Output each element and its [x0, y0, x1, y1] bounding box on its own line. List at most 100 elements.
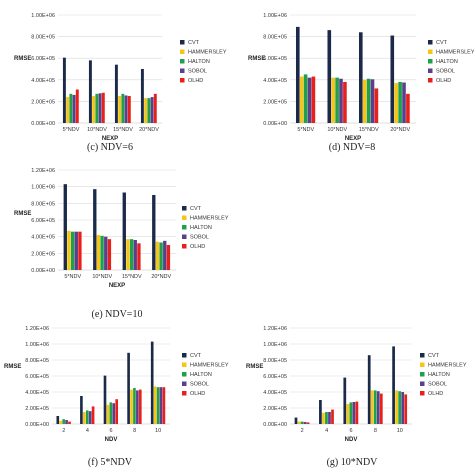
- bar-sobol-0: [65, 420, 68, 424]
- bar-olhd-0: [311, 76, 316, 123]
- bar-sobol-3: [150, 97, 154, 123]
- bar-olhd-2: [355, 401, 359, 424]
- bar-hammersley-0: [66, 97, 70, 123]
- bar-hammersley-4: [153, 386, 157, 424]
- legend-entry: OLHD: [190, 244, 205, 250]
- y-tick-label: 8.00E+05: [31, 35, 55, 41]
- x-tick-label: 2: [62, 428, 65, 434]
- legend-swatch-sobol: [182, 381, 187, 386]
- bar-hammersley-0: [299, 76, 304, 123]
- bar-hammersley-0: [59, 420, 63, 424]
- bar-hammersley-0: [297, 421, 301, 424]
- y-tick-label: 6.00E+05: [31, 218, 55, 224]
- legend-entry: CVT: [436, 40, 448, 46]
- chart-caption: (d) NDV=8: [329, 142, 375, 153]
- bar-sobol-1: [339, 78, 343, 123]
- bar-sobol-3: [163, 240, 167, 270]
- bar-sobol-0: [303, 422, 307, 424]
- y-tick-label: 8.00E+05: [25, 358, 49, 364]
- x-axis-label: NEXP: [345, 136, 361, 142]
- x-tick-label: 5*NDV: [64, 274, 81, 280]
- chart-panel-4: 0.00E+00 2.00E+05 4.00E+05 6.00E+05 8.00E+05…: [246, 326, 467, 468]
- bar-olhd-3: [379, 393, 383, 424]
- y-tick-label: 1.00E+06: [263, 13, 287, 19]
- y-tick-label: 1.00E+06: [25, 342, 49, 348]
- bar-halton-2: [349, 402, 353, 424]
- bar-cvt-3: [390, 35, 395, 123]
- bar-halton-4: [398, 391, 402, 424]
- x-tick-label: 15*NDV: [122, 274, 142, 280]
- legend-entry: SOBOL: [428, 382, 447, 388]
- x-tick-label: 6: [349, 428, 352, 434]
- y-tick-label: 2.00E+05: [25, 406, 49, 412]
- bar-halton-1: [335, 77, 339, 123]
- bar-halton-3: [373, 390, 377, 424]
- chart-caption: (c) NDV=6: [87, 142, 133, 153]
- bar-olhd-3: [138, 389, 142, 424]
- x-tick-label: 10: [397, 428, 403, 434]
- bar-hammersley-1: [322, 412, 325, 424]
- y-tick-label: 4.00E+05: [31, 78, 55, 84]
- legend-entry: HALTON: [428, 372, 450, 378]
- y-tick-label: 0.00E+00: [25, 422, 49, 428]
- bar-halton-0: [69, 93, 73, 123]
- bar-halton-3: [147, 98, 151, 123]
- y-tick-label: 2.00E+05: [263, 99, 287, 105]
- y-tick-label: 0.00E+00: [263, 422, 287, 428]
- bar-olhd-4: [404, 394, 408, 424]
- bar-sobol-2: [352, 402, 356, 424]
- y-tick-label: 8.00E+05: [31, 201, 55, 207]
- bar-cvt-1: [88, 60, 92, 123]
- bar-halton-1: [100, 235, 104, 270]
- x-tick-label: 10*NDV: [327, 127, 347, 133]
- bar-sobol-0: [74, 231, 78, 270]
- bar-cvt-0: [294, 417, 298, 424]
- bar-halton-4: [156, 387, 160, 424]
- legend-swatch-sobol: [182, 234, 187, 239]
- bar-cvt-0: [62, 57, 66, 123]
- bar-halton-0: [303, 74, 308, 123]
- bar-olhd-3: [406, 93, 410, 123]
- bar-hammersley-2: [118, 96, 122, 123]
- legend-entry: OLHD: [436, 78, 451, 84]
- bar-cvt-3: [152, 195, 156, 270]
- x-axis-label: NDV: [105, 437, 118, 443]
- x-tick-label: 4: [86, 428, 89, 434]
- legend-swatch-cvt: [182, 206, 187, 211]
- bar-cvt-1: [319, 400, 322, 424]
- legend-swatch-hammersley: [428, 49, 433, 54]
- y-tick-label: 4.00E+05: [263, 78, 287, 84]
- legend-swatch-halton: [182, 372, 187, 377]
- bar-olhd-2: [115, 399, 119, 424]
- bar-olhd-3: [166, 245, 171, 270]
- legend-entry: CVT: [428, 353, 440, 359]
- bar-cvt-1: [93, 189, 97, 270]
- bar-halton-1: [95, 93, 99, 123]
- legend-swatch-olhd: [428, 78, 433, 83]
- legend-entry: HAMMERSLEY: [190, 216, 229, 222]
- legend-entry: SOBOL: [436, 69, 455, 75]
- bar-hammersley-2: [126, 239, 130, 270]
- legend-swatch-hammersley: [182, 215, 187, 220]
- y-tick-label: 1.20E+06: [263, 326, 287, 332]
- bar-halton-2: [109, 402, 113, 424]
- bar-sobol-0: [72, 94, 76, 123]
- bar-cvt-3: [140, 69, 144, 123]
- y-tick-label: 2.00E+05: [263, 406, 287, 412]
- legend-entry: CVT: [190, 353, 202, 359]
- bar-cvt-0: [56, 416, 60, 424]
- bar-sobol-2: [124, 95, 128, 123]
- y-tick-label: 1.20E+06: [31, 168, 55, 174]
- y-tick-label: 1.00E+06: [263, 342, 287, 348]
- chart-caption: (g) 10*NDV: [327, 457, 379, 468]
- x-axis-label: NEXP: [102, 136, 118, 142]
- legend-swatch-cvt: [180, 40, 185, 45]
- bar-hammersley-1: [96, 235, 101, 270]
- y-tick-label: 6.00E+05: [263, 374, 287, 380]
- bar-halton-3: [159, 242, 163, 270]
- bar-halton-0: [300, 421, 304, 424]
- y-tick-label: 4.00E+05: [263, 390, 287, 396]
- legend-swatch-halton: [182, 225, 187, 230]
- bar-olhd-1: [101, 92, 105, 123]
- x-tick-label: 10: [155, 428, 161, 434]
